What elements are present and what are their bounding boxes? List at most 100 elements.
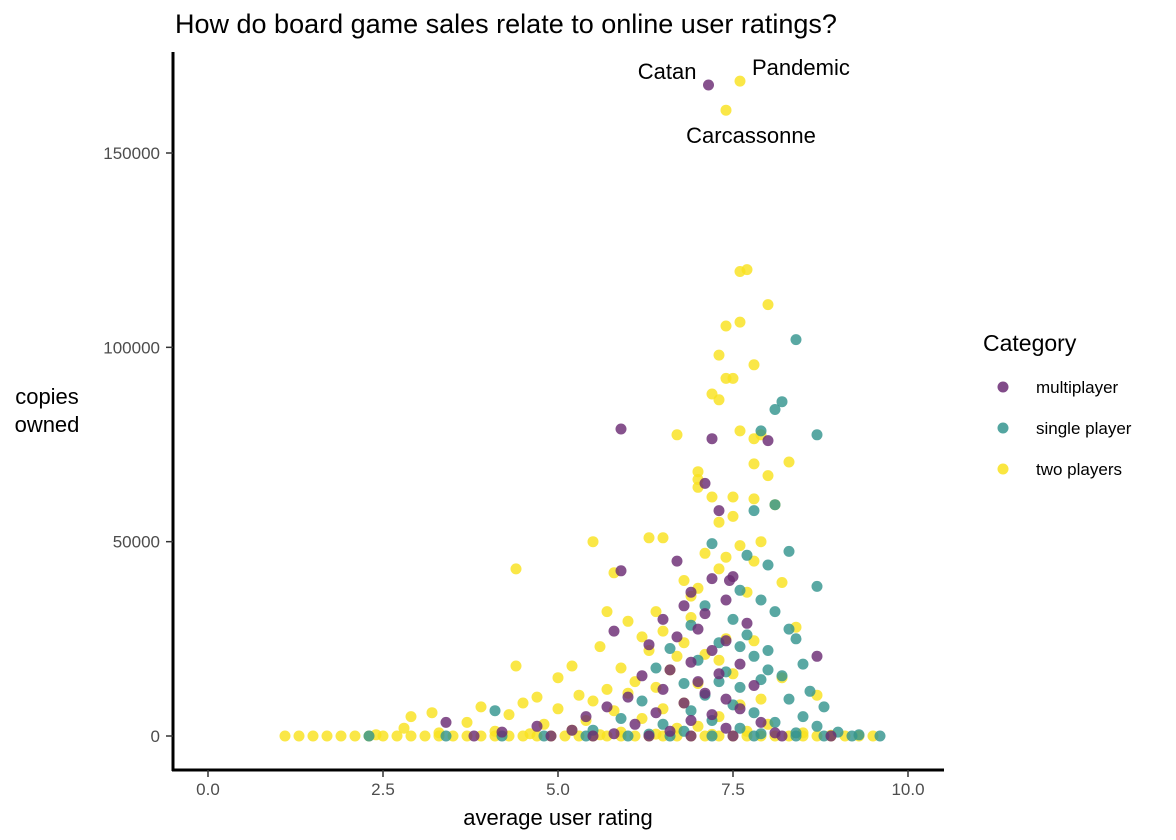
point-multiplayer — [531, 720, 543, 732]
point-multiplayer — [748, 680, 760, 691]
point-two-players — [426, 707, 438, 719]
point-two-players — [321, 730, 333, 742]
annotation-carcassonne: Carcassonne — [686, 123, 816, 148]
point-two-players — [405, 730, 417, 742]
point-two-players — [349, 730, 361, 742]
point-multiplayer — [706, 709, 718, 721]
point-two-players — [713, 516, 725, 528]
point-two-players — [279, 730, 291, 742]
point-multiplayer — [713, 668, 725, 680]
point-multiplayer — [724, 575, 735, 586]
point-two-players — [713, 563, 725, 575]
point-two-players — [713, 654, 725, 666]
point-single-player — [769, 499, 781, 511]
point-two-players — [692, 466, 704, 478]
point-two-players — [734, 540, 746, 552]
annotation-catan: Catan — [638, 59, 697, 84]
x-tick-label: 7.5 — [721, 780, 745, 799]
point-two-players — [573, 689, 585, 701]
point-multiplayer — [825, 730, 837, 742]
point-two-players — [720, 320, 732, 332]
point-multiplayer — [699, 687, 711, 699]
point-single-player — [776, 670, 788, 682]
x-tick-label: 10.0 — [891, 780, 924, 799]
legend: Category multiplayer single player two pla… — [983, 330, 1132, 479]
point-multiplayer — [615, 423, 627, 435]
point-single-player — [650, 662, 662, 674]
point-multiplayer — [440, 716, 452, 728]
point-two-players — [405, 711, 417, 723]
point-two-players — [601, 683, 613, 695]
point-single-player — [783, 693, 795, 705]
point-two-players — [475, 701, 487, 713]
point-multiplayer — [706, 645, 718, 656]
legend-label-single-player: single player — [1036, 419, 1132, 438]
point-two-players — [734, 316, 746, 328]
point-single-player — [874, 730, 886, 742]
point-multiplayer — [811, 650, 823, 662]
point-single-player — [440, 730, 452, 742]
point-two-players — [622, 615, 634, 627]
point-multiplayer — [545, 730, 557, 742]
point-single-player — [678, 678, 690, 689]
point-two-players — [755, 536, 767, 548]
point-multiplayer — [727, 730, 739, 742]
point-single-player — [755, 425, 767, 437]
y-tick-label: 50000 — [113, 533, 160, 552]
point-multiplayer — [685, 586, 697, 598]
legend-key-multiplayer — [997, 381, 1009, 393]
point-two-players — [615, 662, 627, 674]
point-multiplayer — [636, 670, 648, 682]
point-single-player — [790, 730, 802, 742]
point-two-players — [755, 693, 767, 705]
point-single-player — [734, 722, 746, 734]
point-multiplayer — [580, 711, 592, 723]
point-two-players — [601, 606, 613, 618]
point-two-players — [706, 491, 718, 503]
point-single-player — [769, 404, 781, 415]
point-multiplayer — [678, 697, 690, 709]
point-multiplayer — [650, 707, 662, 719]
x-axis-ticks: 0.0 2.5 5.0 7.5 10.0 — [196, 770, 925, 799]
y-axis-ticks: 0 50000 100000 150000 — [103, 144, 173, 746]
point-multiplayer — [685, 656, 697, 668]
point-multiplayer — [720, 635, 732, 647]
point-multiplayer — [762, 435, 774, 447]
point-multiplayer — [587, 730, 599, 742]
point-two-players — [727, 491, 739, 503]
point-multiplayer — [664, 725, 676, 737]
point-two-players — [685, 612, 697, 623]
point-two-players — [713, 349, 725, 361]
y-tick-label: 150000 — [103, 144, 160, 163]
y-tick-label: 0 — [151, 727, 160, 746]
point-two-players — [391, 730, 403, 742]
point-two-players — [720, 551, 732, 563]
point-multiplayer — [706, 573, 718, 585]
point-multiplayer — [629, 718, 641, 730]
point-single-player — [790, 334, 802, 346]
point-single-player — [657, 718, 669, 730]
point-single-player — [818, 701, 830, 713]
point-multiplayer — [657, 683, 669, 695]
point-single-player — [748, 707, 760, 719]
point-single-player — [804, 685, 816, 697]
point-single-player — [734, 584, 746, 596]
point-multiplayer — [622, 691, 634, 703]
point-multiplayer — [755, 716, 767, 728]
point-multiplayer — [741, 617, 753, 629]
point-two-players — [748, 458, 760, 470]
point-multiplayer — [496, 726, 508, 738]
point-multiplayer — [692, 623, 704, 635]
x-tick-label: 0.0 — [196, 780, 220, 799]
point-two-players — [713, 394, 725, 406]
point-two-players — [552, 672, 564, 684]
point-two-players — [566, 660, 578, 672]
point-single-player — [706, 730, 718, 742]
point-single-player — [489, 705, 501, 717]
point-two-players — [419, 730, 431, 742]
point-multiplayer — [671, 555, 683, 567]
point-two-players — [503, 709, 515, 721]
point-multiplayer — [643, 639, 655, 651]
point-two-players — [748, 493, 760, 505]
